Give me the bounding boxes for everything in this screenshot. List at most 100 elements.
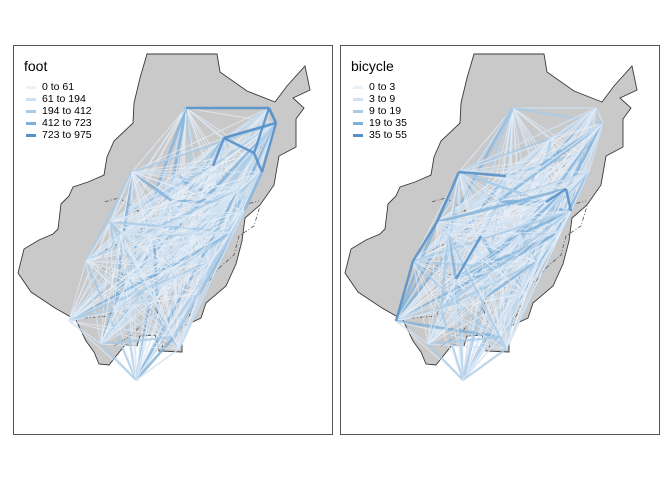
flow-line (394, 221, 439, 322)
flow-line (131, 171, 240, 190)
legend-swatch (353, 133, 363, 137)
flow-line (68, 320, 180, 350)
flow-line (458, 171, 500, 202)
flow-line (85, 171, 133, 262)
flow-line (439, 233, 450, 310)
flow-line (153, 235, 211, 263)
flow-line (100, 308, 115, 345)
flow-line (68, 233, 122, 322)
flow-line (447, 233, 527, 294)
legend-bicycle: 0 to 3 3 to 9 9 to 19 19 to 35 35 to 55 (353, 81, 407, 141)
flow-line (193, 210, 245, 235)
flow-line (109, 152, 255, 223)
legend-swatch (26, 97, 36, 101)
flow-line (447, 233, 507, 350)
flow-line (412, 209, 572, 263)
legend-label: 412 to 723 (42, 117, 92, 129)
legend-swatch (26, 85, 36, 89)
flow-lines (394, 106, 605, 381)
legend-item: 723 to 975 (26, 129, 92, 141)
flow-line (173, 210, 245, 338)
flow-line (412, 233, 449, 262)
flow-line (85, 210, 245, 262)
legend-item: 194 to 412 (26, 105, 92, 117)
legend-swatch (26, 133, 36, 137)
flow-line (395, 261, 538, 322)
flow-line (128, 231, 235, 280)
flow-line-strong (211, 137, 226, 167)
flow-line (113, 261, 211, 310)
flow-line (440, 210, 572, 310)
flow-line (458, 165, 541, 173)
flow-line (520, 209, 572, 236)
flow-line (242, 171, 264, 212)
flow-line (109, 221, 175, 269)
flow-line (109, 221, 122, 235)
flow-line (135, 348, 180, 381)
flow-line (412, 260, 429, 345)
flow-line (68, 210, 245, 322)
flow-line (427, 308, 442, 345)
legend-item: 35 to 55 (353, 129, 407, 141)
legend-item: 0 to 3 (353, 81, 407, 93)
flow-line (483, 260, 538, 300)
legend-label: 0 to 3 (369, 81, 396, 93)
flow-line-strong (564, 188, 573, 212)
panel-title-foot: foot (24, 58, 48, 74)
district-border (545, 205, 588, 269)
flow-line (134, 336, 176, 381)
flow-line (395, 320, 507, 350)
flow-line (135, 292, 200, 381)
flow-line (173, 210, 245, 269)
flow-line (131, 107, 187, 173)
flow-line (68, 320, 175, 338)
flow-line (109, 188, 240, 223)
flow-line (100, 221, 111, 345)
flow-line (436, 221, 442, 310)
legend-item: 0 to 61 (26, 81, 92, 93)
flow-line (395, 278, 457, 322)
flow-line (100, 343, 180, 350)
map-svg-foot (17, 53, 311, 381)
flow-line (447, 233, 464, 381)
flow-line (483, 210, 572, 299)
flow-line (120, 233, 137, 381)
flow-line-strong (223, 136, 255, 155)
flow-line (462, 210, 572, 381)
flow-line-strong (223, 121, 277, 140)
legend-item: 412 to 723 (26, 117, 92, 129)
flow-line-strong (267, 107, 278, 124)
flow-line (427, 210, 572, 345)
flow-line (595, 107, 604, 124)
flow-line (439, 308, 465, 381)
flow-line (462, 336, 502, 381)
flow-line (131, 152, 255, 173)
flow-line (85, 260, 102, 345)
legend-foot: 0 to 61 61 to 194 194 to 412 412 to 723 … (26, 81, 92, 141)
flow-line (447, 233, 538, 263)
flow-line (178, 292, 200, 350)
flow-line-strong (454, 235, 483, 280)
flow-line (131, 171, 195, 235)
flow-line (85, 260, 130, 280)
flow-line (395, 210, 572, 322)
flow-line-strong (252, 107, 271, 154)
flow-line (499, 171, 591, 338)
flow-line (113, 308, 175, 338)
flow-line (113, 210, 245, 310)
flow-line (85, 260, 175, 269)
flow-line (436, 171, 590, 223)
flow-line (395, 292, 527, 322)
flow-line (128, 210, 245, 280)
flow-line (100, 210, 245, 345)
flow-line (427, 343, 507, 350)
flow-line (135, 210, 245, 381)
flow-line (427, 335, 502, 346)
flow-line (436, 221, 449, 235)
flow-line (447, 210, 572, 235)
legend-item: 3 to 9 (353, 93, 407, 105)
map-panel-bicycle: bicycle 0 to 3 3 to 9 9 to 19 19 to 35 3… (340, 45, 660, 435)
legend-label: 194 to 412 (42, 105, 92, 117)
map-svg-bicycle (344, 53, 638, 381)
flow-line (412, 259, 502, 270)
